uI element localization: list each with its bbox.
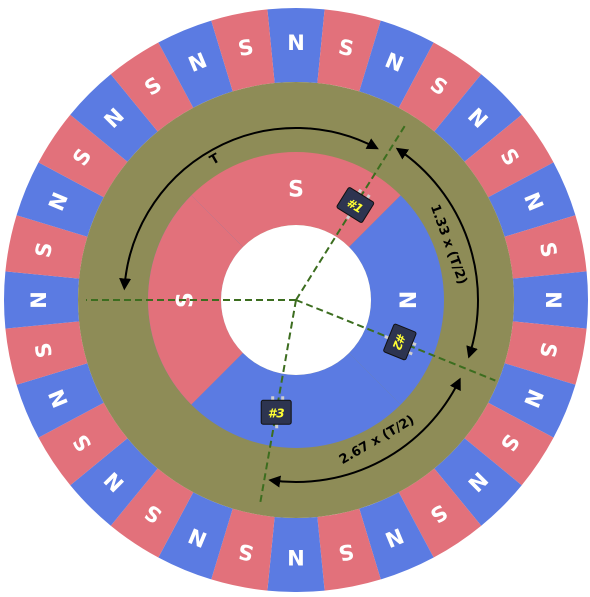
outer-pole-label-south: S <box>31 340 57 360</box>
outer-pole-north <box>267 516 325 593</box>
dimension-arrow-period <box>119 127 379 291</box>
outer-pole-south <box>317 508 381 591</box>
outer-pole-north <box>434 74 522 162</box>
outer-pole-south <box>211 508 275 591</box>
outer-pole-north <box>359 492 434 580</box>
outer-pole-south <box>504 215 587 279</box>
outer-pole-label-south: S <box>535 340 561 360</box>
outer-pole-label-south: S <box>535 240 561 260</box>
outer-pole-south <box>398 42 482 132</box>
outer-pole-north <box>16 363 104 438</box>
dimension-arrow-offset-1 <box>395 147 479 359</box>
outer-pole-south <box>211 9 275 92</box>
outer-pole-label-north: N <box>287 545 305 569</box>
outer-pole-label-south: S <box>336 539 356 565</box>
outer-pole-south <box>504 321 587 385</box>
outer-pole-north <box>70 438 158 526</box>
outer-pole-label-south: S <box>31 240 57 260</box>
outer-pole-label-south: S <box>236 35 256 61</box>
outer-pole-north <box>512 271 588 329</box>
outer-pole-south <box>464 402 554 486</box>
outer-pole-north <box>3 271 80 329</box>
outer-pole-south <box>317 9 381 92</box>
outer-pole-south <box>38 402 128 486</box>
outer-pole-label-south: S <box>236 539 256 565</box>
outer-pole-north <box>488 162 576 237</box>
dimension-arrow-offset-2 <box>268 377 461 488</box>
outer-pole-label-north: N <box>27 291 51 309</box>
outer-pole-south <box>110 42 194 132</box>
hall-sensor: #3 <box>260 396 292 429</box>
outer-pole-label-south: S <box>336 35 356 61</box>
centerline-sensor-2 <box>295 299 496 382</box>
outer-pole-north <box>488 363 576 438</box>
inner-pole-label: N <box>394 291 419 309</box>
outer-pole-north <box>267 8 325 84</box>
outer-pole-south <box>5 215 88 279</box>
outer-pole-south <box>38 114 128 198</box>
outer-pole-north <box>158 20 233 108</box>
sensor-label: #3 <box>268 406 285 420</box>
outer-pole-north <box>16 162 104 237</box>
outer-pole-label-north: N <box>287 31 305 55</box>
inner-pole-label: S <box>288 178 304 203</box>
outer-pole-north <box>158 492 233 580</box>
outer-pole-south <box>464 114 554 198</box>
outer-pole-south <box>5 321 88 385</box>
outer-pole-north <box>359 20 434 108</box>
outer-pole-south <box>398 468 482 558</box>
outer-pole-south <box>110 468 194 558</box>
outer-pole-label-north: N <box>541 291 565 309</box>
